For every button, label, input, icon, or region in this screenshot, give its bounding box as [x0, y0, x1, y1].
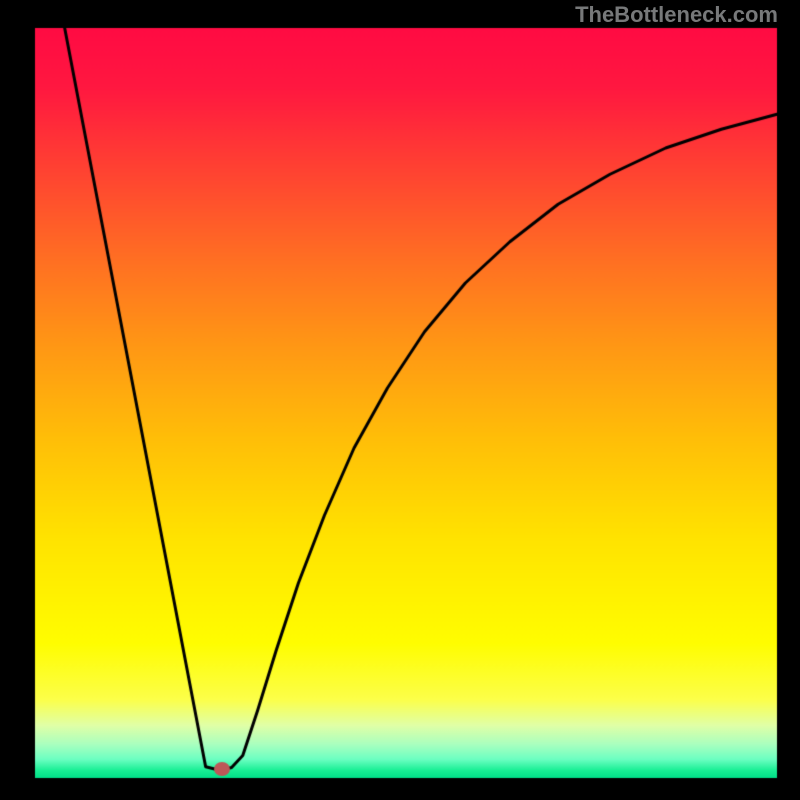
bottleneck-chart	[0, 0, 800, 800]
chart-frame: TheBottleneck.com	[0, 0, 800, 800]
watermark-text: TheBottleneck.com	[575, 2, 778, 28]
